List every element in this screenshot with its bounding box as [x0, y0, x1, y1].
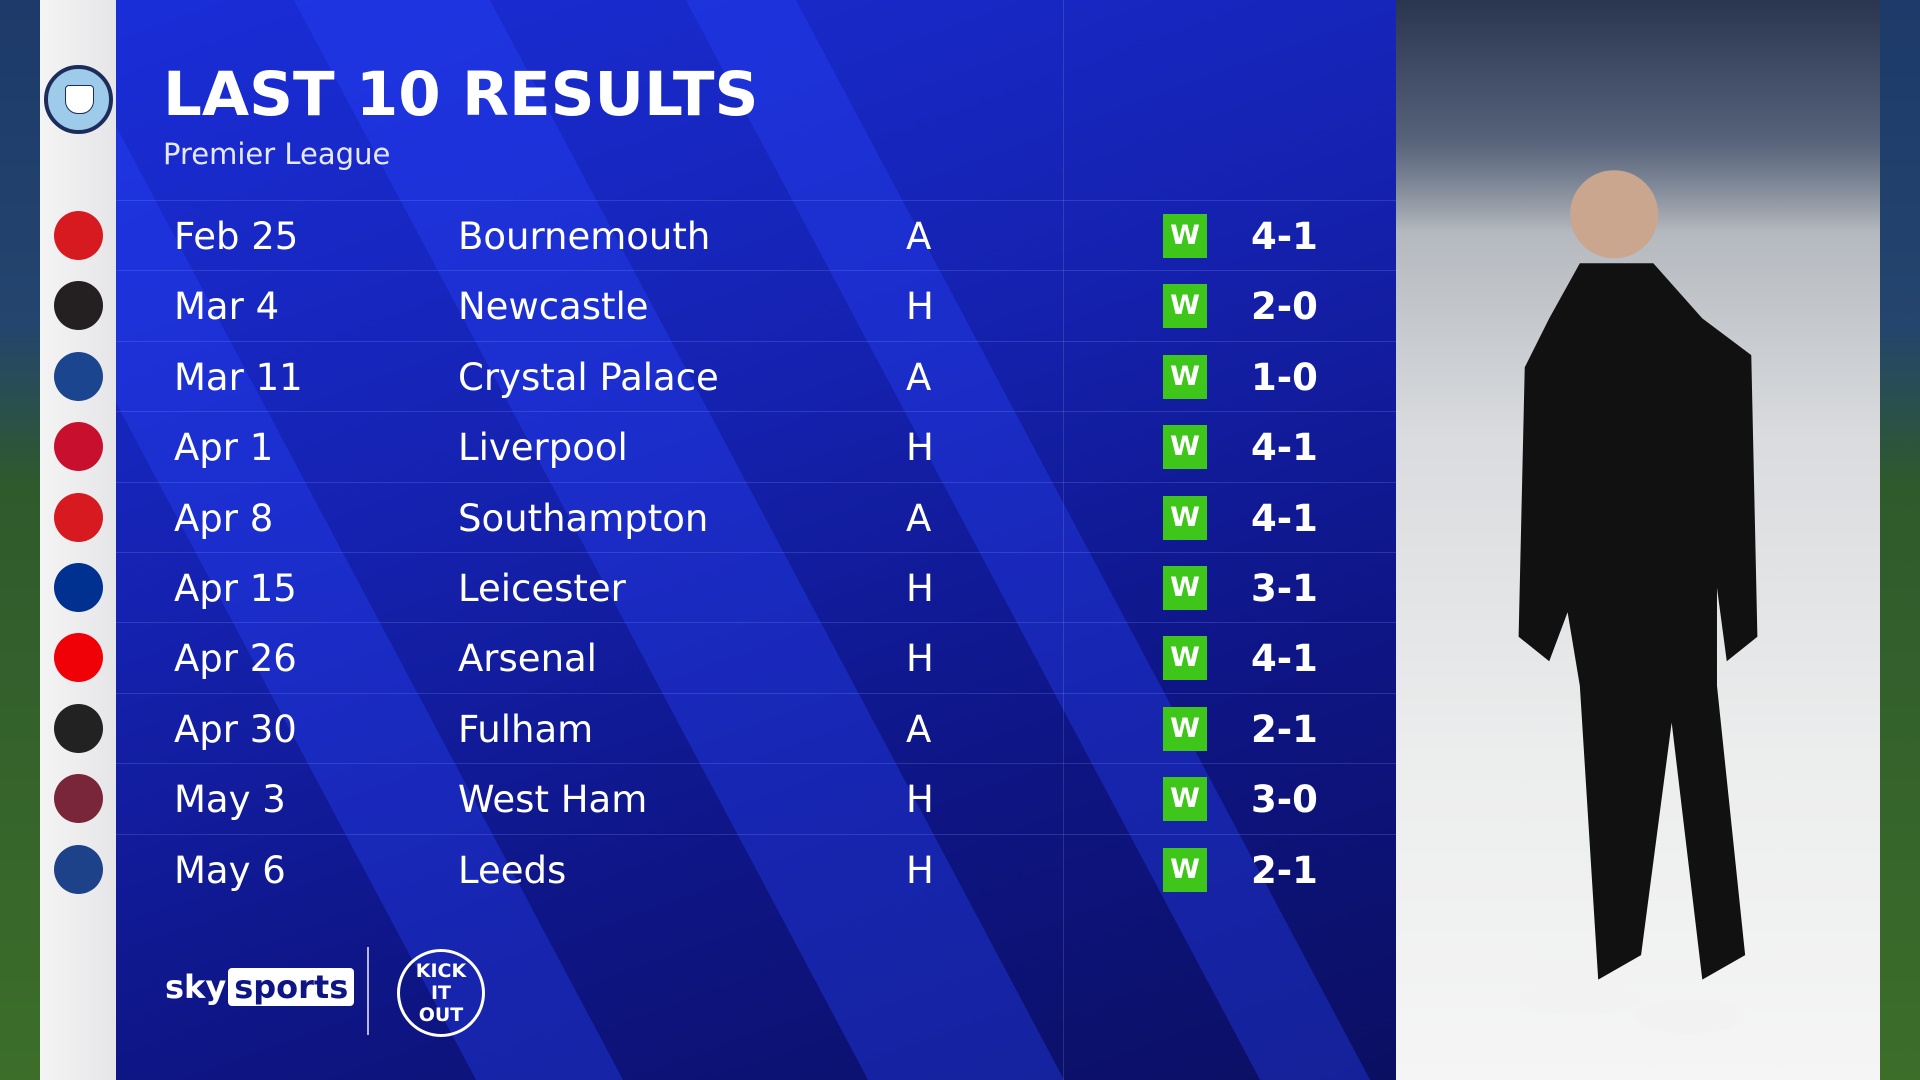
result-badge: W: [1163, 354, 1207, 399]
sky-text: sky: [165, 968, 227, 1006]
result-badge: W: [1163, 636, 1207, 681]
result-row: Apr 8 Southampton A W 4-1: [116, 481, 1396, 553]
opponent-badge-icon: [54, 563, 103, 612]
opponent-name: Crystal Palace: [458, 355, 719, 399]
opponent-name: Leeds: [458, 848, 567, 892]
kick-it-out-text: KICK IT OUT: [415, 960, 467, 1026]
result-badge: W: [1163, 214, 1207, 258]
result-row: Apr 15 Leicester H W 3-1: [116, 552, 1396, 623]
venue: H: [906, 637, 934, 681]
manchester-city-badge-icon: [44, 65, 113, 134]
opponent-name: Bournemouth: [458, 215, 711, 258]
match-date: May 3: [174, 778, 286, 822]
venue: H: [906, 848, 934, 892]
result-badge: W: [1163, 847, 1207, 892]
match-date: Apr 1: [174, 426, 274, 470]
result-badge: W: [1163, 495, 1207, 540]
result-row: May 3 West Ham H W 3-0: [116, 763, 1396, 834]
match-date: May 6: [174, 848, 286, 892]
match-date: Mar 11: [174, 355, 303, 399]
stadium-background-left: [0, 0, 40, 1080]
opponent-badge-icon: [54, 703, 103, 753]
opponent-name: Arsenal: [458, 637, 597, 681]
opponent-badge-icon: [54, 281, 103, 331]
result-row: May 6 Leeds H W 2-1: [116, 833, 1396, 905]
venue: A: [906, 707, 932, 751]
score: 4-1: [1251, 215, 1318, 258]
match-date: Apr 15: [174, 567, 297, 610]
page-title: LAST 10 RESULTS: [163, 59, 759, 130]
competition-subtitle: Premier League: [163, 137, 391, 171]
venue: H: [906, 778, 934, 822]
opponent-badge-icon: [54, 351, 103, 401]
logo-divider: [367, 947, 369, 1035]
venue: H: [906, 426, 934, 470]
result-badge: W: [1163, 284, 1207, 329]
score: 3-0: [1251, 778, 1318, 822]
sports-text: sports: [228, 968, 355, 1006]
result-row: Apr 1 Liverpool H W 4-1: [116, 411, 1396, 482]
sky-sports-logo: sky sports: [165, 968, 355, 1006]
match-date: Apr 8: [174, 496, 274, 540]
score: 1-0: [1251, 355, 1318, 399]
score: 2-0: [1251, 285, 1318, 329]
venue: H: [906, 285, 934, 329]
venue: A: [906, 215, 932, 258]
score: 2-1: [1251, 707, 1318, 751]
opponent-badge-icon: [54, 492, 103, 542]
result-row: Mar 11 Crystal Palace A W 1-0: [116, 340, 1396, 412]
manager-photo: [1396, 0, 1880, 1080]
opponent-name: Southampton: [458, 496, 709, 540]
opponent-name: Liverpool: [458, 426, 628, 470]
kick-it-out-logo: KICK IT OUT: [397, 949, 485, 1037]
opponent-badge-icon: [54, 422, 103, 472]
column-divider: [1063, 0, 1064, 1080]
venue: H: [906, 567, 934, 610]
results-panel: [116, 0, 1396, 1080]
opponent-badge-icon: [54, 633, 103, 683]
score: 2-1: [1251, 848, 1318, 892]
opponent-badge-icon: [54, 844, 103, 894]
result-badge: W: [1163, 566, 1207, 610]
match-date: Apr 30: [174, 707, 297, 751]
venue: A: [906, 496, 932, 540]
manager-figure-icon: [1518, 170, 1758, 1034]
match-date: Feb 25: [174, 215, 299, 258]
opponent-name: Fulham: [458, 707, 594, 751]
result-badge: W: [1163, 777, 1207, 822]
score: 4-1: [1251, 496, 1318, 540]
result-row: Mar 4 Newcastle H W 2-0: [116, 270, 1396, 341]
result-badge: W: [1163, 425, 1207, 470]
result-row: Apr 26 Arsenal H W 4-1: [116, 622, 1396, 693]
opponent-name: Leicester: [458, 567, 626, 610]
result-row: Apr 30 Fulham A W 2-1: [116, 692, 1396, 764]
opponent-badge-icon: [54, 774, 103, 824]
match-date: Apr 26: [174, 637, 297, 681]
score: 3-1: [1251, 567, 1318, 610]
opponent-badge-icon: [54, 211, 103, 260]
stadium-background-right: [1880, 0, 1920, 1080]
result-badge: W: [1163, 706, 1207, 751]
venue: A: [906, 355, 932, 399]
match-date: Mar 4: [174, 285, 280, 329]
opponent-name: West Ham: [458, 778, 648, 822]
score: 4-1: [1251, 637, 1318, 681]
opponent-name: Newcastle: [458, 285, 649, 329]
score: 4-1: [1251, 426, 1318, 470]
result-row: Feb 25 Bournemouth A W 4-1: [116, 200, 1396, 271]
